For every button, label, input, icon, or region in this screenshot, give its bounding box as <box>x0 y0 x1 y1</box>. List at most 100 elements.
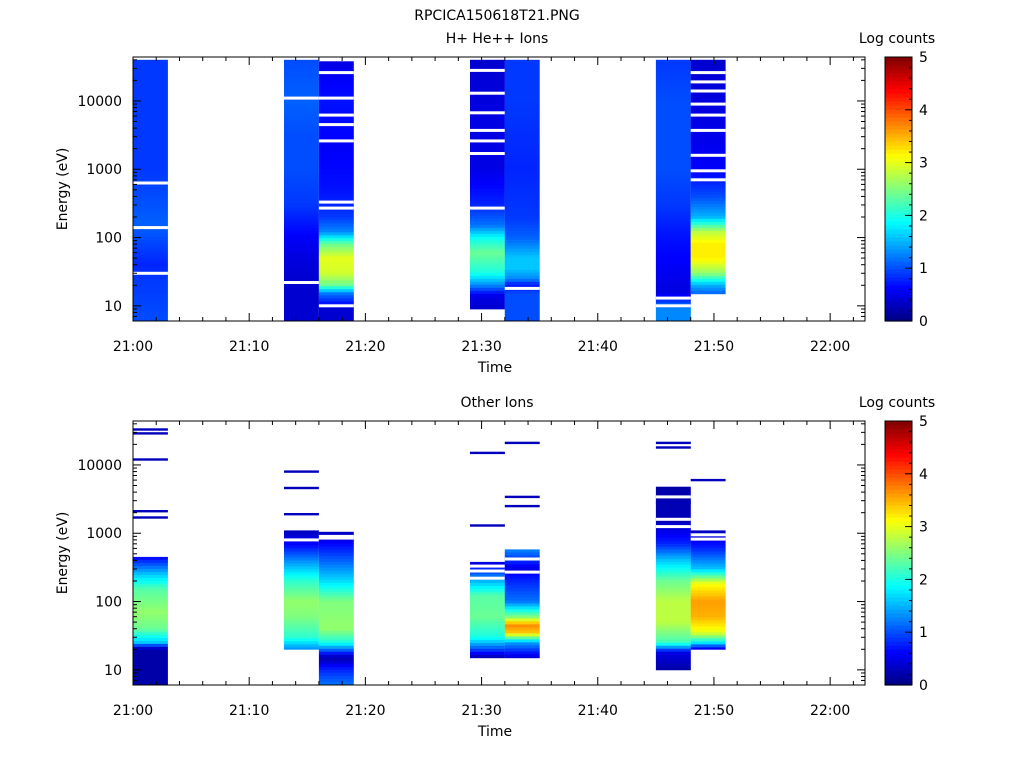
spectrogram-cell <box>318 573 354 578</box>
spectrogram-cell <box>690 209 726 214</box>
spectrogram-cell <box>470 98 505 103</box>
spectrogram-cell <box>284 191 319 196</box>
colorbar-segment <box>885 661 912 666</box>
x-axis-label: Time <box>477 724 512 740</box>
colorbar-segment <box>885 633 912 638</box>
spectrogram-cell <box>504 95 540 100</box>
spectrogram-cell <box>690 239 726 244</box>
x-tick-label: 21:10 <box>229 703 269 719</box>
colorbar-segment <box>885 293 912 298</box>
spectrogram-cell <box>470 579 505 584</box>
spectrogram-cell <box>470 299 505 304</box>
spectrogram-cell <box>470 143 505 148</box>
spectrogram-cell <box>133 577 168 582</box>
colorbar-segment <box>885 69 912 74</box>
y-axis-label: Energy (eV) <box>55 148 71 231</box>
spectrogram-cell <box>655 651 691 656</box>
colorbar-tick-label: 0 <box>919 314 928 330</box>
spectrogram-cell <box>655 609 691 614</box>
colorbar-segment <box>885 597 912 602</box>
colorbar-segment <box>885 209 912 214</box>
colorbar-segment <box>885 505 912 510</box>
data-gap <box>318 123 354 127</box>
colorbar-segment <box>885 213 912 218</box>
spectrogram-cell <box>690 233 726 238</box>
spectrogram-cell <box>133 631 168 636</box>
spectrogram-cell <box>504 302 540 307</box>
spectrogram-cell <box>470 215 505 220</box>
spectrogram-cell <box>655 606 691 611</box>
spectrogram-cell <box>284 242 319 247</box>
spectrogram-cell <box>690 557 726 561</box>
spectrogram-cell <box>318 127 354 131</box>
spectrogram-cell <box>504 146 540 151</box>
spectrogram-cell <box>504 248 540 253</box>
spectrogram-cell <box>470 597 505 602</box>
colorbar-segment <box>885 241 912 246</box>
data-gap <box>690 71 726 75</box>
spectrogram-cell <box>504 278 540 283</box>
spectrogram-cell <box>133 302 168 307</box>
colorbar-segment <box>885 533 912 538</box>
spectrogram-cell <box>318 657 354 662</box>
spectrogram-cell <box>284 275 319 280</box>
isolated-count-line <box>133 510 168 513</box>
spectrogram-cell <box>655 170 691 175</box>
spectrogram-cell <box>284 302 319 307</box>
spectrogram-cell <box>284 62 319 67</box>
spectrogram-cell <box>504 155 540 160</box>
spectrogram-cell <box>133 194 168 199</box>
colorbar-segment <box>885 449 912 454</box>
data-gap <box>690 113 726 117</box>
spectrogram-cell <box>655 636 691 641</box>
spectrogram-cell <box>470 648 505 653</box>
spectrogram-cell <box>318 549 354 554</box>
spectrogram-cell <box>655 573 691 578</box>
spectrogram-cell <box>284 314 319 319</box>
isolated-count-line <box>284 470 319 473</box>
spectrogram-cell <box>504 588 540 592</box>
spectrogram-cell <box>504 603 540 607</box>
spectrogram-cell <box>133 236 168 241</box>
spectrogram-cell <box>504 630 540 634</box>
spectrogram-cell <box>690 605 726 609</box>
spectrogram-cell <box>133 667 168 672</box>
spectrogram-cell <box>655 86 691 91</box>
colorbar-segment <box>885 153 912 158</box>
spectrogram-cell <box>504 110 540 115</box>
spectrogram-cell <box>284 248 319 253</box>
spectrogram-cell <box>655 218 691 223</box>
spectrogram-cell <box>318 202 354 206</box>
spectrogram-cell <box>284 173 319 178</box>
plot-frame <box>132 56 866 322</box>
spectrogram-cell <box>470 284 505 289</box>
spectrogram-cell <box>318 546 354 551</box>
data-gap <box>318 534 354 538</box>
spectrogram-cell <box>690 203 726 208</box>
spectrogram-cell <box>133 257 168 262</box>
colorbar-segment <box>885 609 912 614</box>
spectrogram-cell <box>655 161 691 166</box>
data-gap <box>470 576 505 580</box>
colorbar-segment <box>885 457 912 462</box>
spectrogram-cell <box>470 164 505 169</box>
spectrogram-cell <box>504 80 540 85</box>
spectrogram-cell <box>284 257 319 262</box>
spectrogram-cell <box>284 566 319 570</box>
spectrogram-cell <box>318 552 354 557</box>
colorbar-segment <box>885 569 912 574</box>
colorbar-segment <box>885 233 912 238</box>
spectrogram-cell <box>655 251 691 256</box>
spectrogram-cell <box>655 531 691 536</box>
isolated-count-line <box>690 478 726 482</box>
isolated-count-line <box>470 524 505 527</box>
spectrogram-cell <box>690 227 726 232</box>
y-tick-label: 10000 <box>77 94 122 110</box>
spectrogram-cell <box>504 224 540 229</box>
colorbar-segment <box>885 317 912 322</box>
colorbar-tick-label: 4 <box>919 103 928 119</box>
spectrogram-cell <box>504 179 540 184</box>
spectrogram-cell <box>318 238 354 242</box>
spectrogram-cell <box>504 555 540 559</box>
spectrogram-cell <box>504 245 540 250</box>
